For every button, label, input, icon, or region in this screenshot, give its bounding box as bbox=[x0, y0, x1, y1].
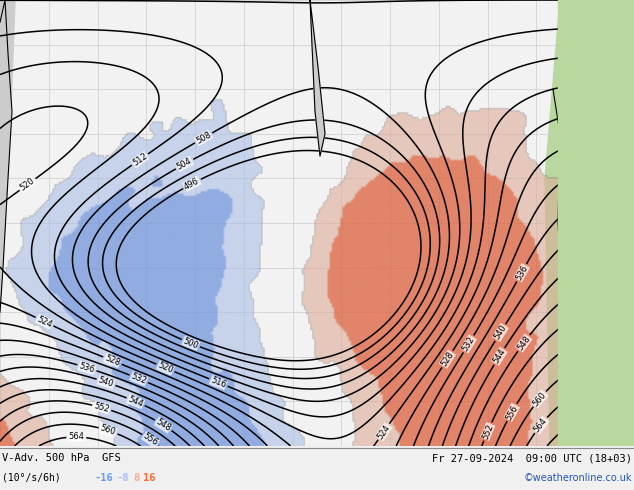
Text: 560: 560 bbox=[531, 390, 548, 408]
Text: 496: 496 bbox=[183, 176, 201, 192]
Text: 540: 540 bbox=[493, 323, 508, 342]
Text: 528: 528 bbox=[439, 350, 455, 368]
Text: 564: 564 bbox=[533, 416, 549, 434]
Text: 564: 564 bbox=[68, 433, 84, 441]
Text: 524: 524 bbox=[36, 314, 54, 329]
Text: 16: 16 bbox=[143, 473, 155, 483]
Text: 552: 552 bbox=[93, 401, 110, 414]
Text: 520: 520 bbox=[157, 361, 174, 375]
Text: 504: 504 bbox=[176, 156, 193, 172]
Text: 536: 536 bbox=[78, 361, 96, 374]
Text: 516: 516 bbox=[209, 375, 228, 390]
Text: -8: -8 bbox=[117, 473, 129, 483]
Text: 508: 508 bbox=[195, 130, 212, 146]
Text: 548: 548 bbox=[154, 417, 172, 433]
Text: Fr 27-09-2024  09:00 UTC (18+03): Fr 27-09-2024 09:00 UTC (18+03) bbox=[432, 453, 632, 464]
Text: 508: 508 bbox=[611, 0, 627, 4]
Text: 500: 500 bbox=[182, 336, 200, 350]
Text: 512: 512 bbox=[131, 151, 149, 168]
Text: 568: 568 bbox=[616, 422, 634, 439]
Text: 532: 532 bbox=[461, 335, 477, 353]
Text: ©weatheronline.co.uk: ©weatheronline.co.uk bbox=[524, 473, 632, 483]
Text: V-Adv. 500 hPa  GFS: V-Adv. 500 hPa GFS bbox=[2, 453, 120, 464]
Text: 540: 540 bbox=[97, 375, 115, 389]
Text: 532: 532 bbox=[130, 371, 148, 386]
Polygon shape bbox=[0, 0, 15, 312]
Polygon shape bbox=[545, 0, 634, 446]
Text: 556: 556 bbox=[504, 403, 520, 421]
Text: 544: 544 bbox=[127, 394, 145, 409]
Text: 548: 548 bbox=[515, 334, 532, 352]
Text: 524: 524 bbox=[375, 423, 392, 441]
Text: 536: 536 bbox=[514, 264, 529, 282]
Text: 528: 528 bbox=[103, 353, 122, 368]
Text: (10°/s/6h): (10°/s/6h) bbox=[2, 473, 61, 483]
Text: 520: 520 bbox=[18, 176, 37, 193]
Bar bbox=[558, 0, 634, 446]
Text: 560: 560 bbox=[99, 424, 117, 437]
Text: -16: -16 bbox=[95, 473, 113, 483]
Text: 8: 8 bbox=[133, 473, 139, 483]
Text: 552: 552 bbox=[481, 422, 495, 441]
Text: 556: 556 bbox=[141, 432, 160, 448]
Polygon shape bbox=[310, 0, 325, 156]
Text: 544: 544 bbox=[491, 347, 507, 366]
